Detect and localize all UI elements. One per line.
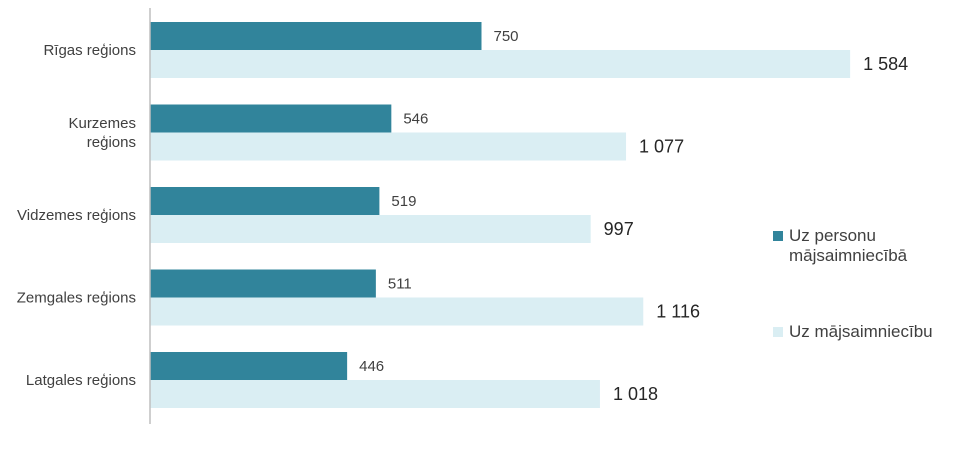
category-label: Vidzemes reģions: [17, 207, 136, 224]
labels-layer: Rīgas reģions 750 1 584 Kurzemes reģions 546 1…: [17, 28, 908, 404]
bar-per-household: [150, 297, 644, 326]
bar-per-household: [150, 50, 851, 78]
bar-per-household: [150, 215, 591, 243]
legend-swatch: [773, 231, 783, 241]
data-label: 1 116: [656, 302, 700, 322]
data-label: 750: [494, 28, 519, 45]
bar-per-person: [150, 187, 380, 215]
bar-per-person: [150, 352, 348, 380]
bar-per-person: [150, 22, 482, 50]
data-label: 511: [388, 276, 412, 293]
category-label: reģions: [87, 134, 136, 151]
data-label: 1 077: [639, 137, 684, 157]
category-label: Latgales reģions: [26, 372, 136, 389]
data-label: 446: [359, 358, 384, 375]
bars-layer: [150, 22, 851, 408]
bar-per-household: [150, 380, 600, 408]
data-label: 546: [403, 111, 428, 128]
category-label: Rīgas reģions: [43, 42, 136, 59]
data-label: 519: [391, 193, 416, 210]
legend-label: Uz personu: [789, 226, 876, 245]
category-label: Kurzemes: [68, 115, 136, 132]
legend-swatch: [773, 327, 783, 337]
bar-per-person: [150, 269, 376, 298]
data-label: 1 584: [863, 54, 908, 74]
category-label: Zemgales reģions: [17, 290, 136, 307]
bar-per-person: [150, 104, 392, 133]
data-label: 997: [604, 219, 634, 239]
legend-label: Uz mājsaimniecību: [789, 322, 933, 341]
legend-label: mājsaimniecībā: [789, 246, 908, 265]
data-label: 1 018: [613, 384, 658, 404]
bar-per-household: [150, 132, 627, 161]
